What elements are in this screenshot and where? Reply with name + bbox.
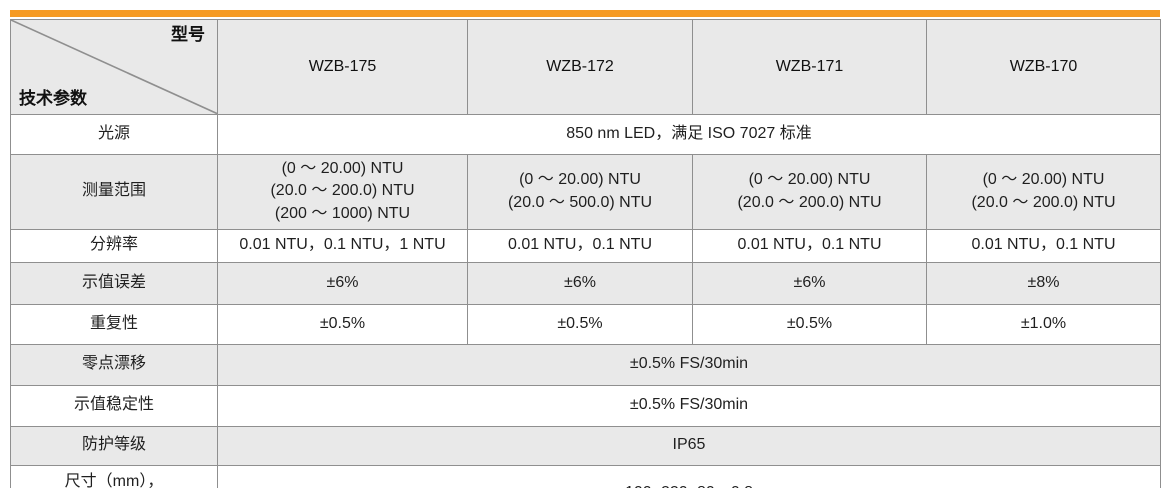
spec-value-cell: 0.01 NTU，0.1 NTU: [926, 228, 1161, 263]
spec-value-span: IP65: [217, 425, 1161, 466]
spec-table: 型号 技术参数 WZB-175 WZB-172 WZB-171 WZB-170 …: [10, 19, 1161, 488]
corner-label-model: 型号: [171, 25, 205, 44]
spec-value-cell: 0.01 NTU，0.1 NTU: [467, 228, 693, 263]
table-row-dimensions-weight: 尺寸（mm）， 重量（kg） 100×220×80，0.8: [10, 464, 1161, 488]
row-label: 示值稳定性: [10, 384, 218, 427]
spec-value-cell: 0.01 NTU，0.1 NTU: [692, 228, 927, 263]
column-header-wzb-170: WZB-170: [926, 19, 1161, 115]
spec-value-cell: (0 ～ 20.00) NTU (20.0 ～ 200.0) NTU: [926, 153, 1161, 230]
corner-cell: 型号 技术参数: [10, 19, 218, 115]
row-label: 光源: [10, 113, 218, 155]
spec-value-cell: (0 ～ 20.00) NTU (20.0 ～ 500.0) NTU: [467, 153, 693, 230]
row-label: 分辨率: [10, 228, 218, 263]
spec-value-span: 850 nm LED，满足 ISO 7027 标准: [217, 113, 1161, 155]
row-label: 防护等级: [10, 425, 218, 466]
table-row-resolution: 分辨率 0.01 NTU，0.1 NTU，1 NTU 0.01 NTU，0.1 …: [10, 228, 1161, 263]
row-label: 示值误差: [10, 261, 218, 305]
table-row-measuring-range: 测量范围 (0 ～ 20.00) NTU (20.0 ～ 200.0) NTU …: [10, 153, 1161, 230]
column-header-wzb-171: WZB-171: [692, 19, 927, 115]
column-header-wzb-172: WZB-172: [467, 19, 693, 115]
row-label: 测量范围: [10, 153, 218, 230]
row-label: 尺寸（mm）， 重量（kg）: [10, 464, 218, 488]
table-row-light-source: 光源 850 nm LED，满足 ISO 7027 标准: [10, 113, 1161, 155]
table-row-repeatability: 重复性 ±0.5% ±0.5% ±0.5% ±1.0%: [10, 303, 1161, 345]
spec-value-cell: (0 ～ 20.00) NTU (20.0 ～ 200.0) NTU (200 …: [217, 153, 468, 230]
table-row-zero-drift: 零点漂移 ±0.5% FS/30min: [10, 343, 1161, 386]
spec-value-cell: ±6%: [692, 261, 927, 305]
spec-value-cell: ±8%: [926, 261, 1161, 305]
header-row: 型号 技术参数 WZB-175 WZB-172 WZB-171 WZB-170: [10, 19, 1161, 115]
table-row-indication-stability: 示值稳定性 ±0.5% FS/30min: [10, 384, 1161, 427]
spec-value-span: 100×220×80，0.8: [217, 464, 1161, 488]
spec-value-cell: 0.01 NTU，0.1 NTU，1 NTU: [217, 228, 468, 263]
spec-value-cell: ±1.0%: [926, 303, 1161, 345]
table-row-protection-rating: 防护等级 IP65: [10, 425, 1161, 466]
accent-bar: [10, 10, 1160, 17]
corner-label-parameters: 技术参数: [19, 88, 87, 108]
spec-value-cell: ±0.5%: [217, 303, 468, 345]
spec-value-cell: ±6%: [467, 261, 693, 305]
row-label: 重复性: [10, 303, 218, 345]
spec-value-cell: ±6%: [217, 261, 468, 305]
spec-value-span: ±0.5% FS/30min: [217, 343, 1161, 386]
spec-value-cell: (0 ～ 20.00) NTU (20.0 ～ 200.0) NTU: [692, 153, 927, 230]
spec-value-span: ±0.5% FS/30min: [217, 384, 1161, 427]
spec-value-cell: ±0.5%: [467, 303, 693, 345]
spec-value-cell: ±0.5%: [692, 303, 927, 345]
diagonal-divider: [11, 20, 217, 114]
row-label: 零点漂移: [10, 343, 218, 386]
table-row-indication-error: 示值误差 ±6% ±6% ±6% ±8%: [10, 261, 1161, 305]
column-header-wzb-175: WZB-175: [217, 19, 468, 115]
